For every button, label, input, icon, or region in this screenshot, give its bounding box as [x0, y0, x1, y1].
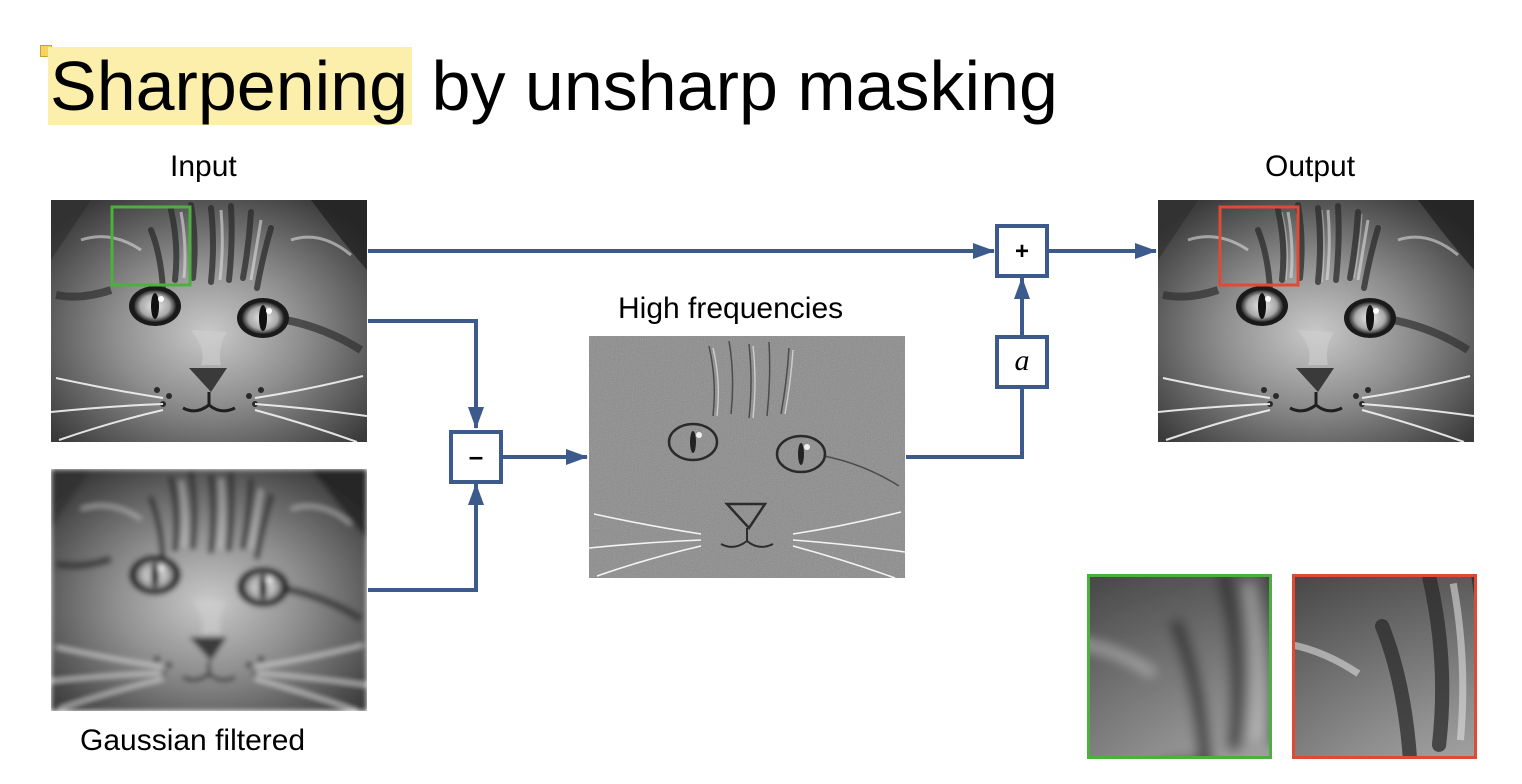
input-label: Input: [170, 150, 237, 183]
scale-box: [995, 335, 1049, 389]
subtract-symbol: –: [469, 441, 483, 471]
subtract-box: [449, 430, 503, 484]
highfreq-to-scale-arrow: [906, 389, 1024, 459]
high-frequencies-label: High frequencies: [618, 292, 844, 325]
output-image: [1158, 200, 1474, 442]
input-crop-marker: [110, 205, 192, 287]
output-crop-marker: [1218, 205, 1300, 287]
output-label: Output: [1265, 150, 1356, 183]
gaussian-to-subtract-arrow: [368, 483, 484, 592]
slide-title: Sharpening by unsharp masking: [48, 46, 1058, 126]
gaussian-filtered-label: Gaussian filtered: [80, 724, 306, 757]
title-highlight: Sharpening: [48, 47, 413, 125]
input-to-subtract-arrow: [368, 319, 484, 429]
add-symbol: +: [1015, 238, 1029, 265]
scale-symbol: a: [1015, 344, 1030, 377]
add-box: [995, 224, 1049, 278]
input-crop-border: [1087, 574, 1272, 759]
title-rest: by unsharp masking: [412, 47, 1058, 125]
output-crop-border: [1292, 574, 1477, 759]
